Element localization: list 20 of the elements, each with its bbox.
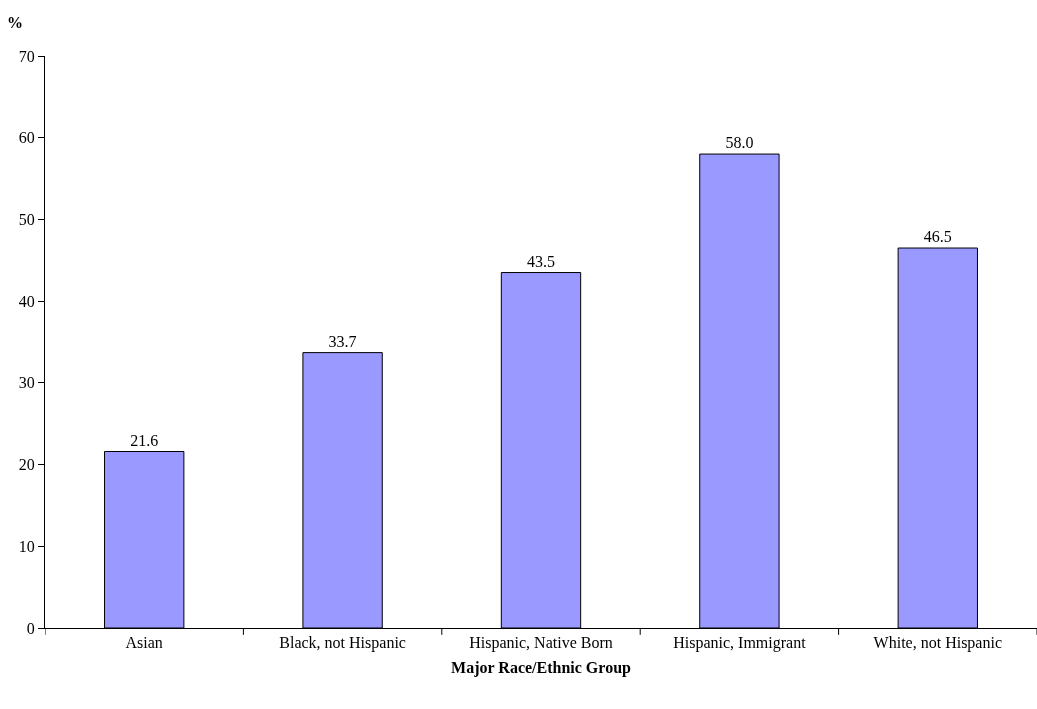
y-tick-label: 70 — [18, 47, 35, 65]
x-tick-label: White, not Hispanic — [873, 634, 1003, 653]
x-tick-label: Hispanic, Immigrant — [673, 634, 807, 653]
x-tick-label: Black, not Hispanic — [279, 634, 406, 653]
data-label: 21.6 — [130, 431, 159, 449]
y-tick-label: 10 — [18, 537, 35, 555]
x-axis-title: Major Race/Ethnic Group — [451, 658, 632, 677]
data-label: 58.0 — [725, 134, 754, 152]
data-label: 46.5 — [923, 228, 952, 246]
data-label: 33.7 — [328, 332, 357, 350]
data-label: 43.5 — [527, 252, 555, 270]
y-tick-label: 0 — [26, 619, 35, 637]
y-tick-label: 50 — [18, 211, 35, 229]
y-tick-label: 40 — [18, 292, 35, 310]
y-tick-label: 20 — [18, 456, 35, 474]
y-tick-label: 60 — [18, 129, 35, 147]
y-axis-title: % — [7, 14, 23, 31]
x-tick-label: Asian — [125, 634, 163, 652]
y-tick-label: 30 — [18, 374, 35, 392]
x-tick-label: Hispanic, Native Born — [469, 634, 613, 653]
